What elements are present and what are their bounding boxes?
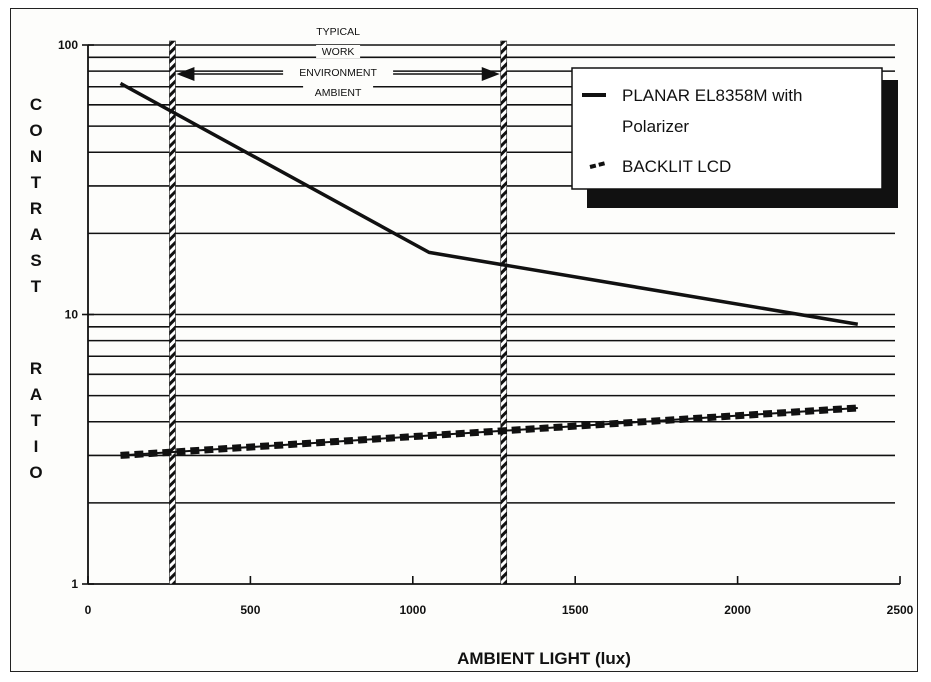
series-line-planar-el8358m <box>119 81 859 326</box>
y-tick-label: 100 <box>58 38 78 52</box>
region-label-bg <box>306 25 371 38</box>
region-label-line: ENVIRONMENT <box>299 67 377 79</box>
y-axis-title-letter: S <box>30 251 41 270</box>
region-boundary <box>500 40 508 585</box>
y-axis-title-letter: T <box>31 173 42 192</box>
y-axis-title-letter: O <box>29 121 42 140</box>
y-tick-label: 10 <box>65 308 79 322</box>
series-lines <box>119 81 859 459</box>
legend-box <box>571 67 883 190</box>
y-axis-title-letter: A <box>30 385 42 404</box>
axes: 0 500 1000 1500 2000 2500 1 10 100 <box>58 38 914 617</box>
region-label-line: AMBIENT <box>315 87 362 99</box>
y-axis-title-letter: I <box>34 437 39 456</box>
y-axis-title-letter: T <box>31 277 42 296</box>
gridlines <box>88 44 895 504</box>
region-label-bg <box>316 45 361 58</box>
y-axis-title-letter: T <box>31 411 42 430</box>
y-axis-title-letter: R <box>30 199 42 218</box>
y-tick-label: 1 <box>71 577 78 591</box>
x-tick-label: 500 <box>240 603 260 617</box>
legend-swatch-lcd <box>589 161 607 169</box>
x-tick-label: 1500 <box>562 603 589 617</box>
y-axis-title-letter: O <box>29 463 42 482</box>
x-tick-label: 0 <box>85 603 92 617</box>
legend-label-planar-line1: PLANAR EL8358M with <box>622 86 802 105</box>
y-axis-title-letter: A <box>30 225 42 244</box>
x-axis-title: AMBIENT LIGHT (lux) <box>457 649 631 668</box>
region-label-line: TYPICAL <box>316 26 360 38</box>
region-label-bg <box>303 86 374 99</box>
legend: PLANAR EL8358M with Polarizer BACKLIT LCD <box>571 67 898 208</box>
y-axis-title-letter: R <box>30 359 42 378</box>
region-boundary <box>169 40 176 585</box>
y-axis-title-letter: C <box>30 95 42 114</box>
x-tick-label: 1000 <box>399 603 426 617</box>
x-tick-label: 2000 <box>724 603 751 617</box>
legend-label-planar-line2: Polarizer <box>622 117 689 136</box>
x-tick-label: 2500 <box>887 603 914 617</box>
work-environment-region: TYPICAL WORK ENVIRONMENT AMBIENT <box>169 25 508 585</box>
region-arrow-right-head <box>481 67 500 81</box>
region-arrow-left-head <box>176 67 195 81</box>
region-label-line: WORK <box>322 46 355 58</box>
region-label-bg <box>283 66 394 79</box>
series-line-backlit-lcd-core <box>120 406 858 457</box>
y-axis-title-letter: N <box>30 147 42 166</box>
legend-label-lcd: BACKLIT LCD <box>622 157 731 176</box>
